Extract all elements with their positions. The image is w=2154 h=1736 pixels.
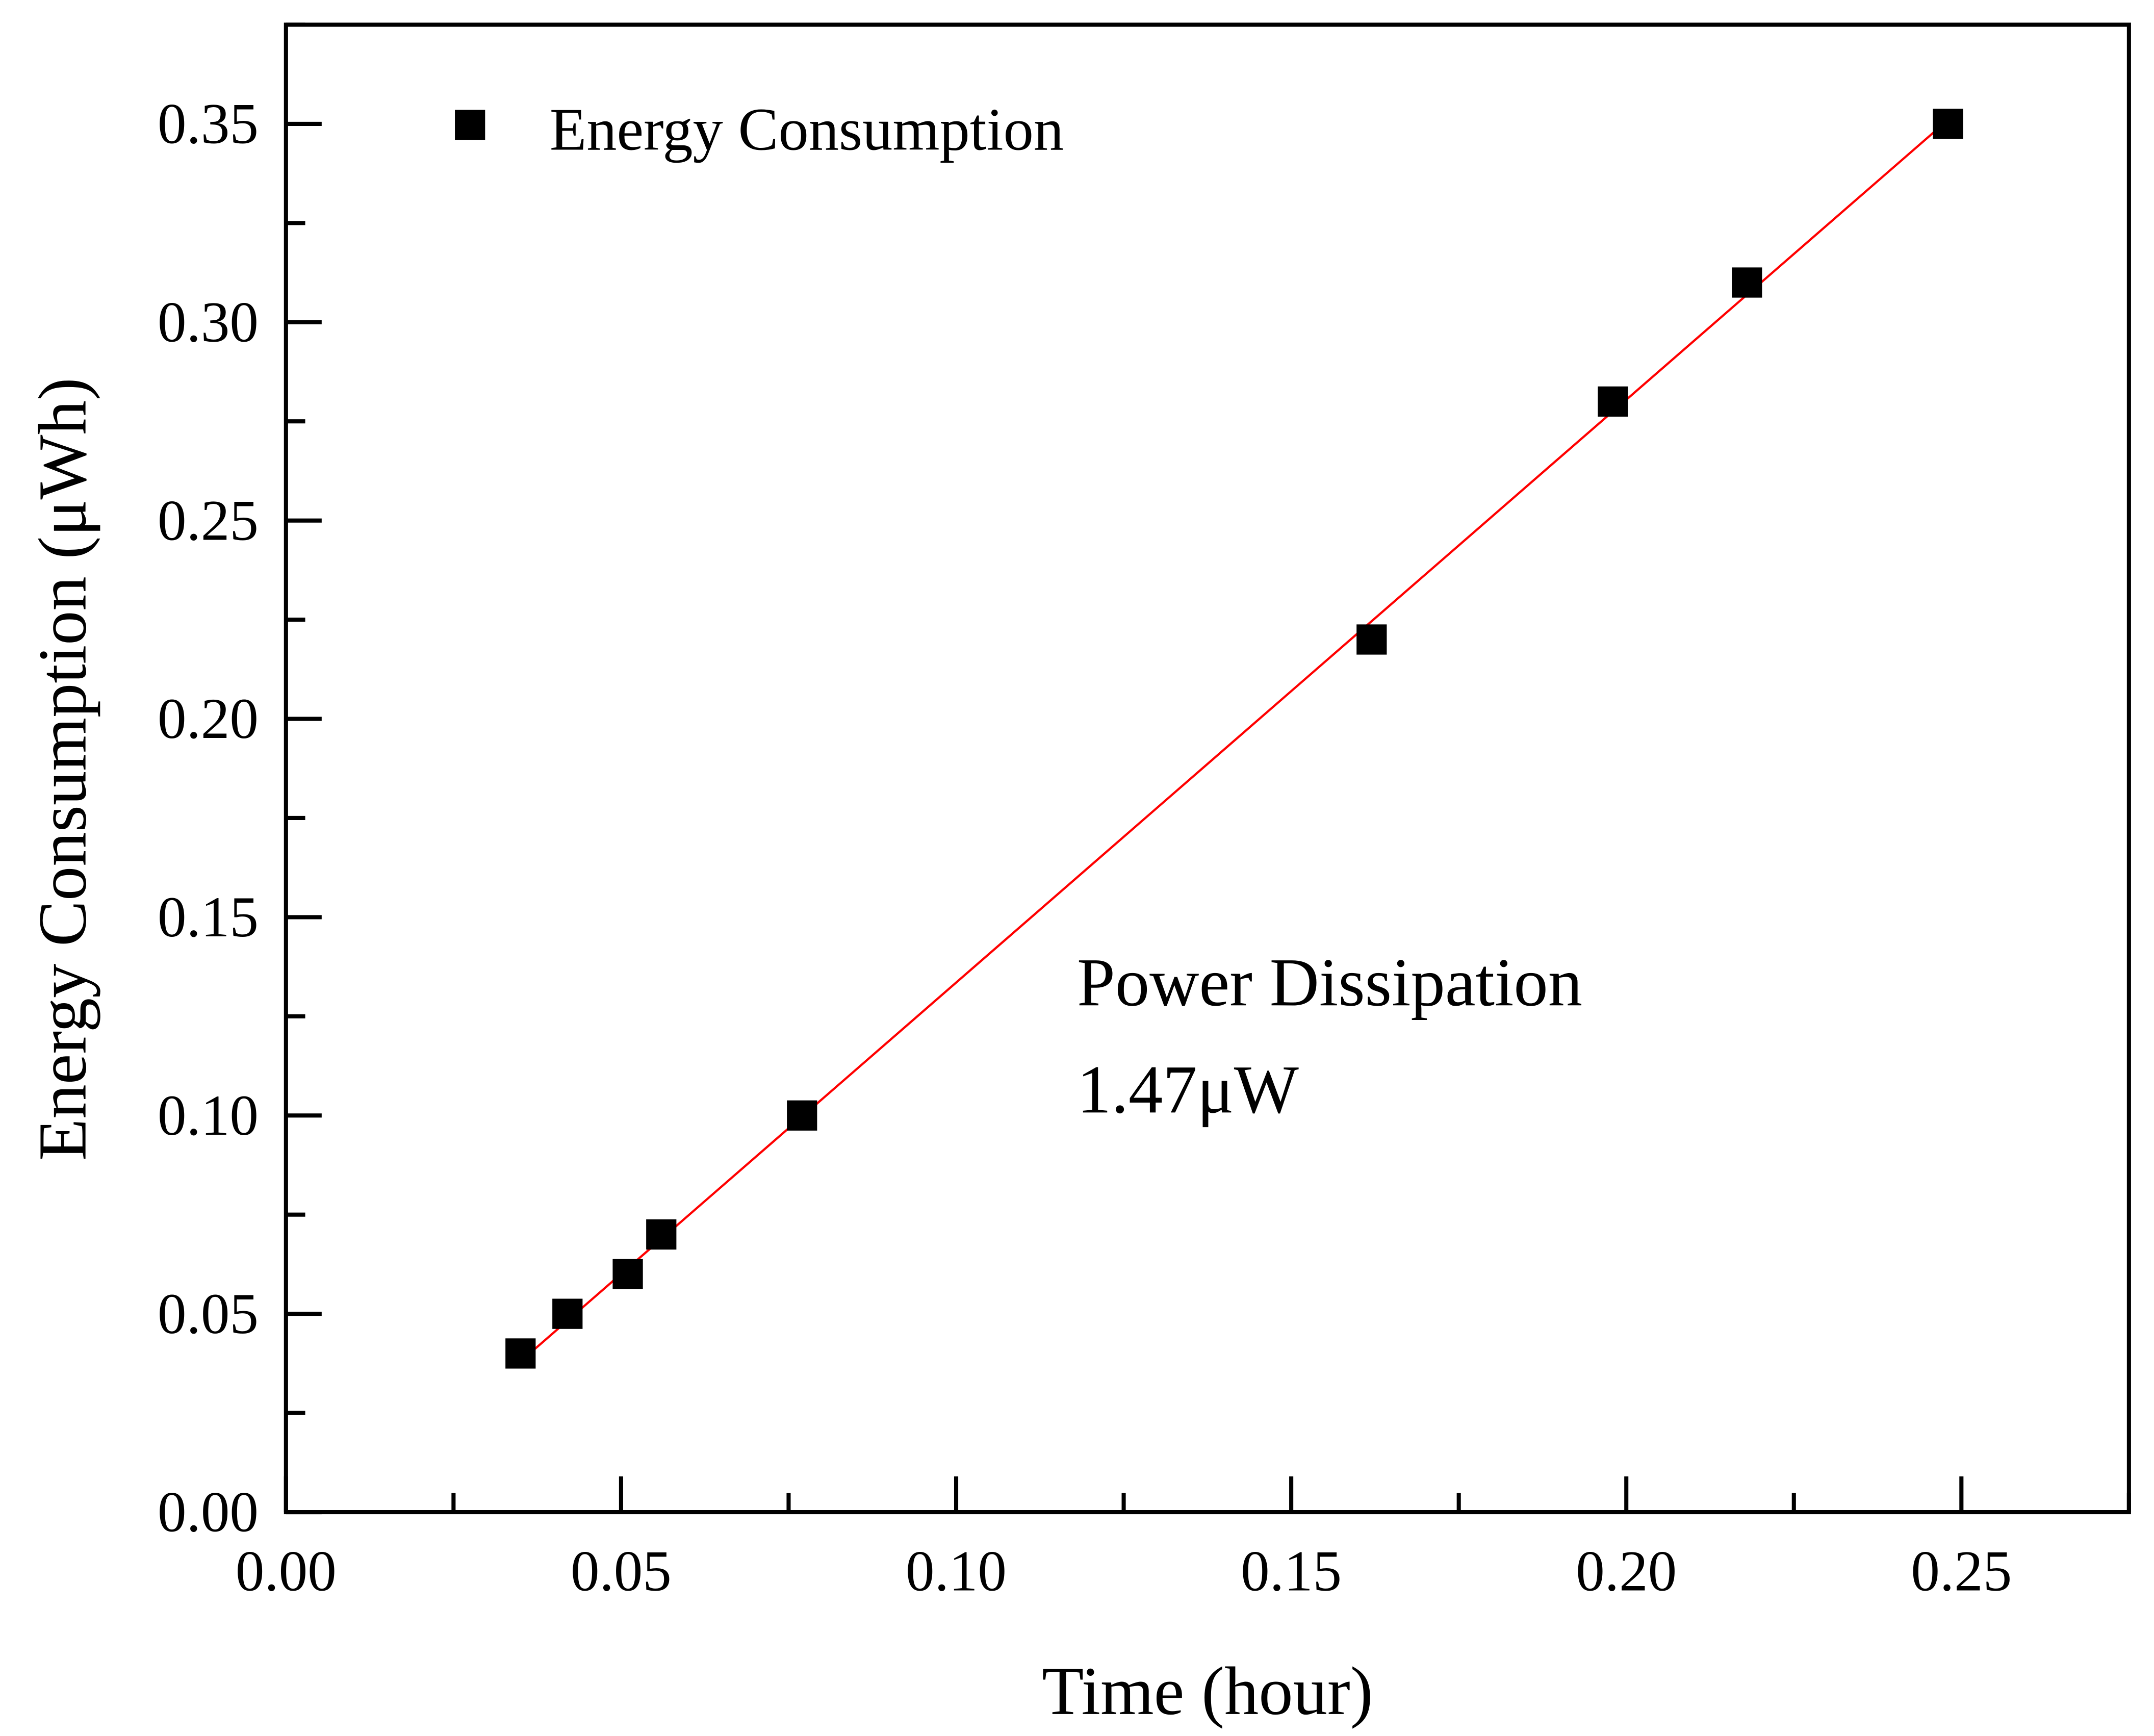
data-point (552, 1298, 583, 1329)
x-tick-label: 0.00 (236, 1540, 337, 1603)
x-tick-label: 0.10 (906, 1540, 1007, 1603)
legend-label: Energy Consumption (550, 96, 1064, 163)
annotation-power-value: 1.47μW (1077, 1052, 1299, 1128)
data-point (1933, 109, 1963, 139)
x-tick-label: 0.15 (1241, 1540, 1342, 1603)
fit-line (520, 119, 1949, 1363)
y-tick-label: 0.05 (158, 1282, 259, 1346)
annotation-power-dissipation: Power Dissipation (1077, 944, 1582, 1020)
y-tick-label: 0.00 (158, 1480, 259, 1544)
data-point (1598, 386, 1628, 417)
y-tick-label: 0.30 (158, 290, 259, 354)
y-tick-label: 0.15 (158, 885, 259, 949)
y-tick-label: 0.35 (158, 92, 259, 156)
y-axis-label: Energy Consumption (μWh) (25, 377, 101, 1161)
data-point (787, 1100, 817, 1131)
y-tick-label: 0.25 (158, 489, 259, 552)
data-point (1732, 267, 1762, 298)
x-tick-label: 0.05 (571, 1540, 672, 1603)
data-point (612, 1259, 643, 1290)
x-tick-label: 0.25 (1911, 1540, 2012, 1603)
plot-frame (284, 22, 2131, 1515)
x-tick-label: 0.20 (1576, 1540, 1677, 1603)
data-point (1356, 624, 1387, 655)
y-tick-label: 0.10 (158, 1084, 259, 1147)
legend-marker (455, 110, 485, 140)
y-tick-label: 0.20 (158, 687, 259, 751)
x-axis-label: Time (hour) (1042, 1653, 1373, 1729)
data-point (646, 1219, 677, 1250)
data-point (505, 1338, 536, 1369)
